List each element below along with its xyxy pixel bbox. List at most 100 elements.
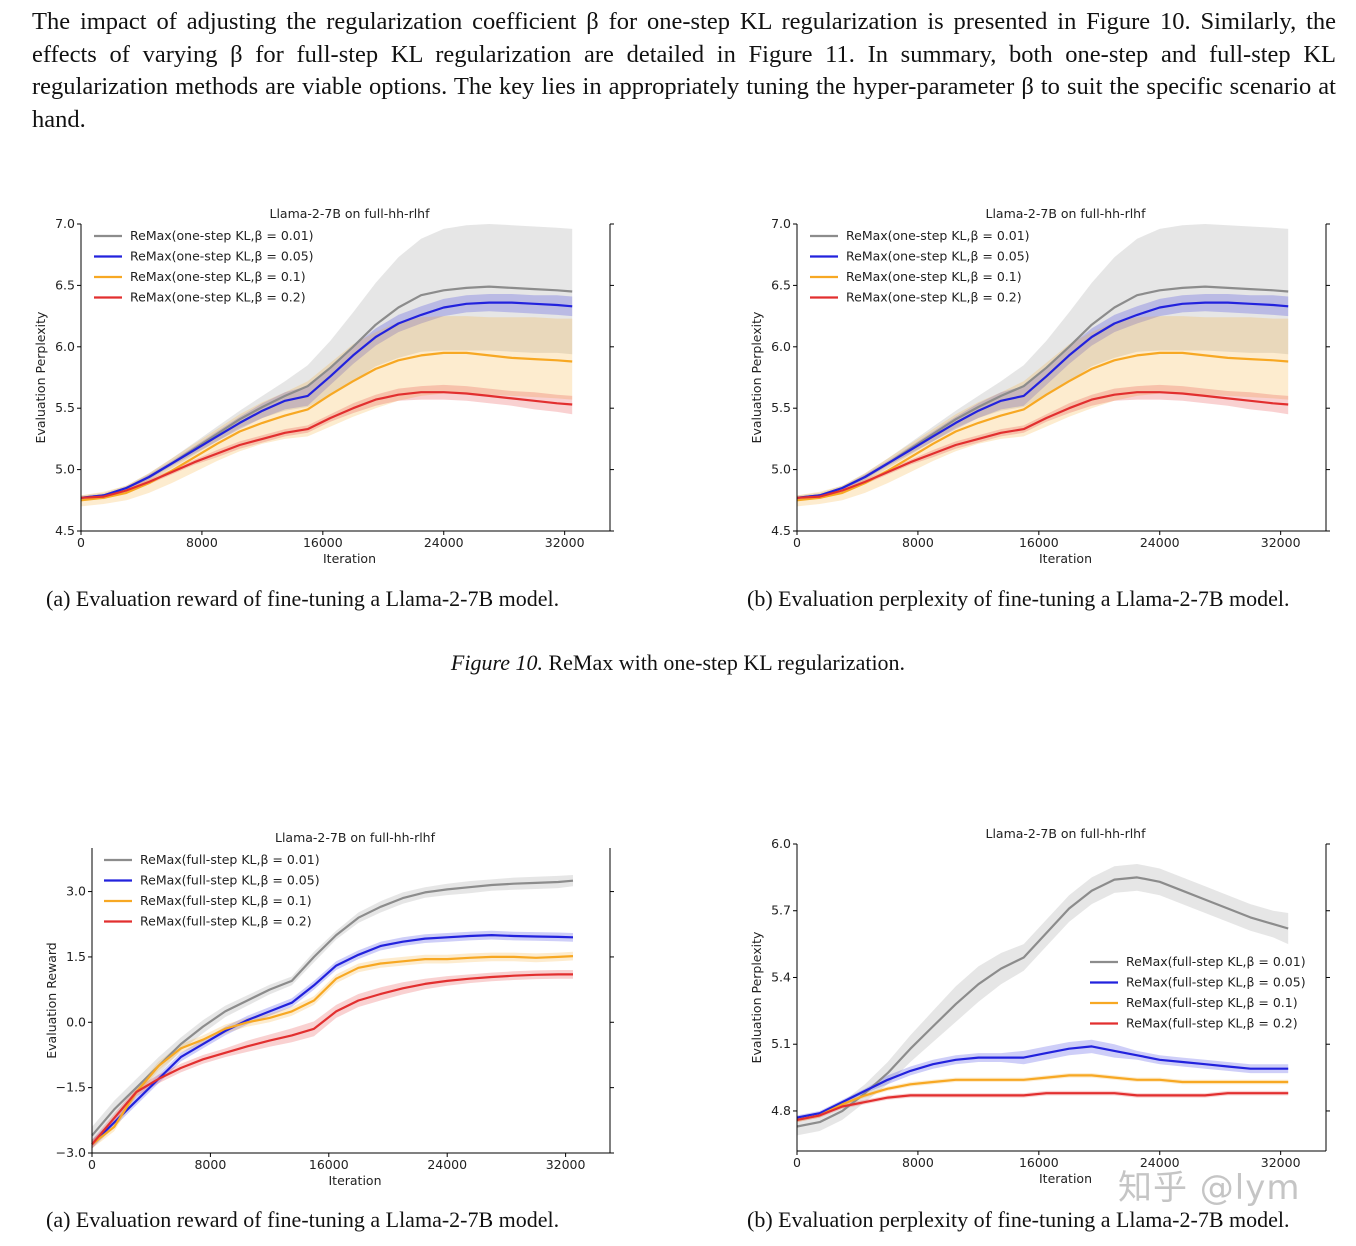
y-axis-label: Evaluation Perplexity <box>749 931 764 1063</box>
chart-title: Llama-2-7B on full-hh-rlhf <box>985 826 1146 841</box>
figure-10-caption-text: ReMax with one-step KL regularization. <box>548 650 906 675</box>
confidence-band-2 <box>81 294 573 500</box>
y-tick-label: 4.5 <box>771 523 791 538</box>
chart-c4: Llama-2-7B on full-hh-rlhf 0 8000 16000 2400… <box>749 826 1330 1186</box>
figure-10b-chart: Llama-2-7B on full-hh-rlhf 0 8000 16000 2400… <box>716 200 1356 570</box>
y-tick-label: 6.5 <box>771 277 791 292</box>
chart-c2: Llama-2-7B on full-hh-rlhf 0 8000 16000 2400… <box>749 206 1330 566</box>
y-tick-label: 5.5 <box>55 400 75 415</box>
x-tick-label: 24000 <box>427 1157 467 1172</box>
y-tick-label: −1.5 <box>56 1080 86 1095</box>
figure-10a-chart: Llama-2-7B on full-hh-rlhf 0 8000 16000 2400… <box>0 200 640 570</box>
figure-11a-chart: Llama-2-7B on full-hh-rlhf 0 8000 16000 2400… <box>0 822 640 1194</box>
zhihu-watermark: 知乎 @lym <box>1118 1168 1301 1208</box>
series-line-1 <box>796 876 1289 1128</box>
y-tick-label: 0.0 <box>66 1014 86 1029</box>
series-line-2 <box>91 934 574 1146</box>
y-tick-label: 5.0 <box>771 462 791 477</box>
figure-10a-caption: (a) Evaluation reward of fine-tuning a L… <box>46 586 560 611</box>
confidence-band-4 <box>81 384 573 500</box>
series-line-2 <box>796 301 1289 499</box>
chart-title: Llama-2-7B on full-hh-rlhf <box>269 206 430 221</box>
y-tick-label: 6.0 <box>771 339 791 354</box>
legend-label-2: ReMax(one-step KL,β = 0.05) <box>846 249 1030 264</box>
series-line-3 <box>796 1074 1289 1121</box>
confidence-band-4 <box>797 384 1289 500</box>
legend-label-4: ReMax(one-step KL,β = 0.2) <box>846 290 1022 305</box>
legend-label-1: ReMax(one-step KL,β = 0.01) <box>130 228 314 243</box>
x-tick-label: 24000 <box>1140 535 1180 550</box>
x-axis-label: Iteration <box>328 1173 381 1188</box>
series-line-4 <box>796 391 1289 499</box>
x-tick-label: 32000 <box>545 535 585 550</box>
x-tick-label: 16000 <box>1019 535 1059 550</box>
legend-label-3: ReMax(one-step KL,β = 0.1) <box>846 269 1022 284</box>
figure-11b-caption: (b) Evaluation perplexity of fine-tuning… <box>747 1207 1290 1232</box>
series-line-2 <box>796 1045 1289 1119</box>
y-axis-label: Evaluation Perplexity <box>33 311 48 443</box>
figure-10b-caption: (b) Evaluation perplexity of fine-tuning… <box>747 586 1290 611</box>
y-tick-label: 5.5 <box>771 400 791 415</box>
x-tick-label: 0 <box>88 1157 96 1172</box>
y-axis-label: Evaluation Reward <box>44 942 59 1058</box>
chart-title: Llama-2-7B on full-hh-rlhf <box>275 830 436 845</box>
figure-11a-caption: (a) Evaluation reward of fine-tuning a L… <box>46 1207 560 1232</box>
x-tick-label: 32000 <box>1261 535 1301 550</box>
legend-label-1: ReMax(full-step KL,β = 0.01) <box>1126 954 1306 969</box>
x-tick-label: 32000 <box>1261 1155 1301 1170</box>
series-line-1 <box>91 879 574 1137</box>
legend-label-2: ReMax(one-step KL,β = 0.05) <box>130 249 314 264</box>
x-tick-label: 16000 <box>309 1157 349 1172</box>
y-tick-label: 1.5 <box>66 949 86 964</box>
x-tick-label: 0 <box>77 535 85 550</box>
x-tick-label: 16000 <box>303 535 343 550</box>
confidence-band-1 <box>81 224 573 501</box>
legend-label-2: ReMax(full-step KL,β = 0.05) <box>140 873 320 888</box>
confidence-band-2 <box>92 930 573 1149</box>
legend-label-4: ReMax(one-step KL,β = 0.2) <box>130 290 306 305</box>
legend-label-3: ReMax(one-step KL,β = 0.1) <box>130 269 306 284</box>
x-tick-label: 8000 <box>902 535 934 550</box>
legend-label-3: ReMax(full-step KL,β = 0.1) <box>1126 995 1298 1010</box>
x-axis-label: Iteration <box>1039 1171 1092 1186</box>
figure-10-caption: Figure 10. ReMax with one-step KL regula… <box>0 650 1356 676</box>
x-tick-label: 8000 <box>902 1155 934 1170</box>
y-tick-label: 5.0 <box>55 462 75 477</box>
x-tick-label: 0 <box>793 1155 801 1170</box>
confidence-band-1 <box>797 224 1289 501</box>
x-tick-label: 8000 <box>194 1157 226 1172</box>
y-tick-label: −3.0 <box>56 1145 86 1160</box>
y-tick-label: 7.0 <box>55 216 75 231</box>
x-axis-label: Iteration <box>323 551 376 566</box>
y-tick-label: 5.4 <box>771 969 791 984</box>
legend-label-2: ReMax(full-step KL,β = 0.05) <box>1126 975 1306 990</box>
x-tick-label: 24000 <box>424 535 464 550</box>
y-tick-label: 6.5 <box>55 277 75 292</box>
chart-c3: Llama-2-7B on full-hh-rlhf 0 8000 16000 2400… <box>44 830 614 1188</box>
figure-11b-chart: Llama-2-7B on full-hh-rlhf 0 8000 16000 2400… <box>716 820 1356 1194</box>
y-tick-label: 4.8 <box>771 1103 791 1118</box>
y-tick-label: 6.0 <box>55 339 75 354</box>
legend-label-1: ReMax(full-step KL,β = 0.01) <box>140 852 320 867</box>
series-line-2 <box>80 301 573 499</box>
series-line-4 <box>796 1092 1289 1121</box>
x-tick-label: 8000 <box>186 535 218 550</box>
y-tick-label: 5.1 <box>771 1036 791 1051</box>
legend-label-4: ReMax(full-step KL,β = 0.2) <box>140 914 312 929</box>
chart-c1: Llama-2-7B on full-hh-rlhf 0 8000 16000 2400… <box>33 206 614 566</box>
y-tick-label: 5.7 <box>771 903 791 918</box>
y-tick-label: 4.5 <box>55 523 75 538</box>
x-tick-label: 24000 <box>1140 1155 1180 1170</box>
legend-label-4: ReMax(full-step KL,β = 0.2) <box>1126 1016 1298 1031</box>
y-tick-label: 6.0 <box>771 836 791 851</box>
legend-label-1: ReMax(one-step KL,β = 0.01) <box>846 228 1030 243</box>
confidence-band-3 <box>797 1073 1289 1123</box>
chart-title: Llama-2-7B on full-hh-rlhf <box>985 206 1146 221</box>
x-tick-label: 32000 <box>546 1157 586 1172</box>
y-axis-label: Evaluation Perplexity <box>749 311 764 443</box>
y-tick-label: 7.0 <box>771 216 791 231</box>
legend-label-3: ReMax(full-step KL,β = 0.1) <box>140 893 312 908</box>
x-axis-label: Iteration <box>1039 551 1092 566</box>
x-tick-label: 0 <box>793 535 801 550</box>
confidence-band-2 <box>797 294 1289 500</box>
